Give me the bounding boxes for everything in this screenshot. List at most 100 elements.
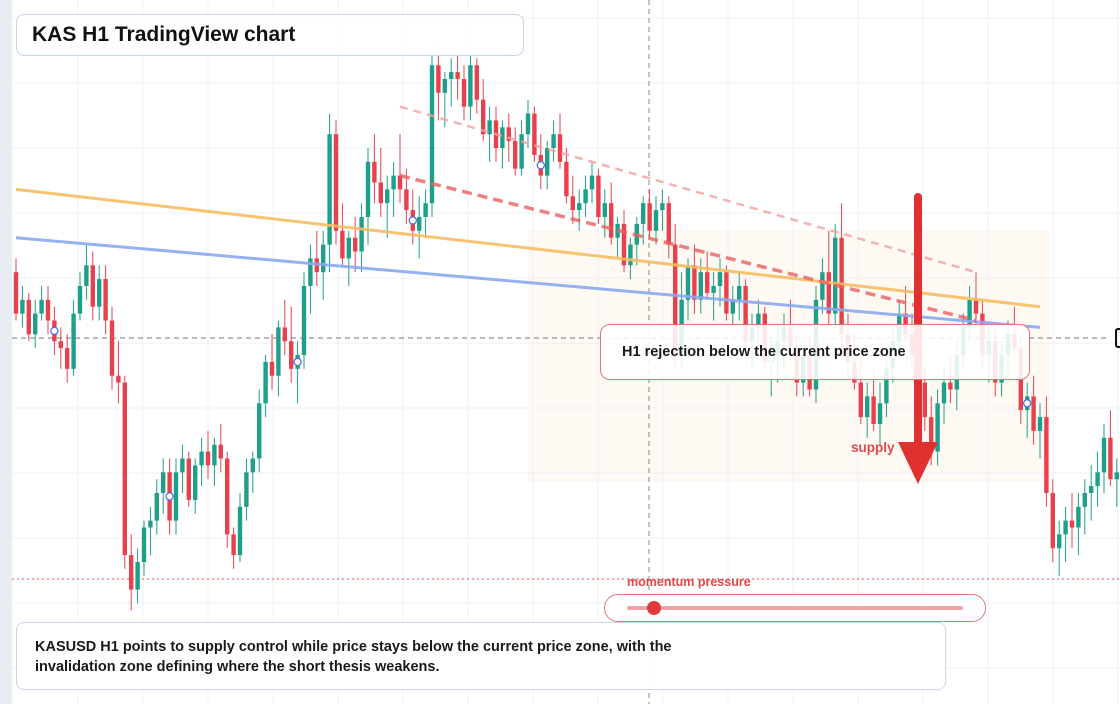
candle: [647, 189, 652, 238]
candle-body: [673, 244, 678, 355]
candle: [551, 120, 556, 162]
candle: [557, 113, 563, 169]
candle-body: [289, 341, 294, 369]
candle: [865, 382, 870, 438]
candle-body: [116, 375, 121, 383]
candle: [609, 182, 614, 245]
candle: [39, 286, 44, 321]
candle: [545, 141, 550, 190]
candle: [429, 51, 435, 217]
candle: [71, 299, 76, 376]
candle: [282, 299, 287, 355]
candle-body: [1082, 493, 1087, 507]
candle-body: [429, 65, 435, 204]
candle-body: [442, 79, 447, 93]
candle: [90, 251, 95, 321]
chart-title: KAS H1 TradingView chart: [32, 23, 296, 46]
candle: [711, 272, 716, 321]
candle-body: [244, 472, 249, 507]
candle: [308, 244, 313, 314]
candle-body: [922, 382, 927, 418]
candle-body: [39, 299, 44, 314]
candle-body: [1057, 534, 1062, 549]
candle-body: [250, 458, 255, 473]
candle-body: [1108, 437, 1113, 480]
rejection-callout-text: H1 rejection below the current price zon…: [622, 344, 906, 360]
candle-body: [308, 258, 313, 286]
candle: [737, 272, 742, 321]
candle: [84, 244, 89, 300]
candle-body: [417, 217, 422, 231]
candle-body: [180, 458, 185, 473]
candle-body: [532, 113, 537, 155]
candle-body: [84, 265, 89, 286]
candle: [26, 292, 31, 342]
candle-body: [33, 313, 38, 335]
candle: [596, 168, 601, 224]
candle: [1057, 520, 1062, 576]
candle: [193, 458, 198, 514]
candle: [487, 106, 492, 162]
candle-body: [340, 230, 345, 259]
candle: [513, 127, 518, 176]
candle: [295, 341, 300, 404]
candle: [1089, 465, 1094, 521]
candle-body: [109, 320, 115, 376]
candle: [449, 58, 454, 107]
candle: [212, 437, 217, 487]
candle: [730, 286, 735, 328]
candle: [1114, 458, 1119, 507]
candle: [327, 113, 332, 273]
candle: [589, 161, 595, 204]
candle: [65, 334, 70, 383]
candle-body: [730, 299, 735, 314]
down-arrow-icon: [898, 193, 938, 484]
candle: [1076, 493, 1081, 556]
trendline-blue: [15, 236, 1041, 329]
candle: [570, 175, 575, 224]
momentum-knob[interactable]: [646, 601, 661, 615]
candle: [820, 258, 825, 314]
candle: [218, 424, 223, 473]
candle: [705, 251, 710, 300]
candle: [13, 258, 19, 321]
candle-body: [333, 134, 339, 231]
candle-body: [282, 327, 287, 342]
candle: [455, 51, 460, 100]
candle: [877, 382, 883, 445]
candle-body: [941, 382, 947, 404]
candle: [103, 265, 108, 335]
candle-body: [359, 217, 364, 252]
pivot-marker: [408, 216, 418, 225]
rejection-callout: H1 rejection below the current price zon…: [600, 324, 1030, 380]
candle: [1101, 424, 1107, 493]
candle-body: [71, 313, 76, 369]
candle-body: [97, 279, 102, 307]
candle-body: [1114, 472, 1119, 480]
candle-body: [372, 161, 377, 183]
candle-body: [737, 286, 742, 300]
candle-body: [237, 506, 243, 556]
candle-body: [647, 203, 652, 231]
candle-body: [525, 113, 531, 135]
candle-body: [858, 382, 863, 418]
candle-body: [45, 299, 51, 321]
candle-body: [193, 465, 198, 500]
candle-body: [596, 175, 601, 217]
candle-body: [103, 279, 108, 321]
pivot-marker: [536, 160, 546, 170]
candle: [724, 265, 729, 321]
candle-body: [218, 444, 223, 459]
candle-body: [263, 361, 268, 404]
candle-body: [26, 299, 31, 335]
candle-body: [660, 203, 665, 211]
candle: [621, 210, 627, 273]
candle-body: [391, 175, 396, 190]
candle-body: [173, 472, 179, 521]
candle-body: [826, 272, 831, 314]
candle-body: [557, 134, 563, 162]
summary-line-1: KASUSD H1 points to supply control while…: [35, 639, 672, 655]
candle: [33, 299, 38, 349]
candle-body: [967, 299, 972, 328]
candle: [58, 327, 63, 369]
